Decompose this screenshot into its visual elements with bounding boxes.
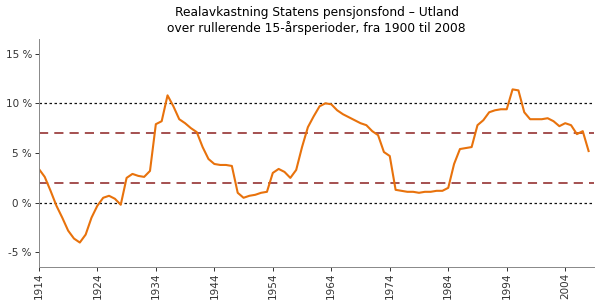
Title: Realavkastning Statens pensjonsfond – Utland
over rullerende 15-årsperioder, fra: Realavkastning Statens pensjonsfond – Ut…: [167, 5, 466, 35]
